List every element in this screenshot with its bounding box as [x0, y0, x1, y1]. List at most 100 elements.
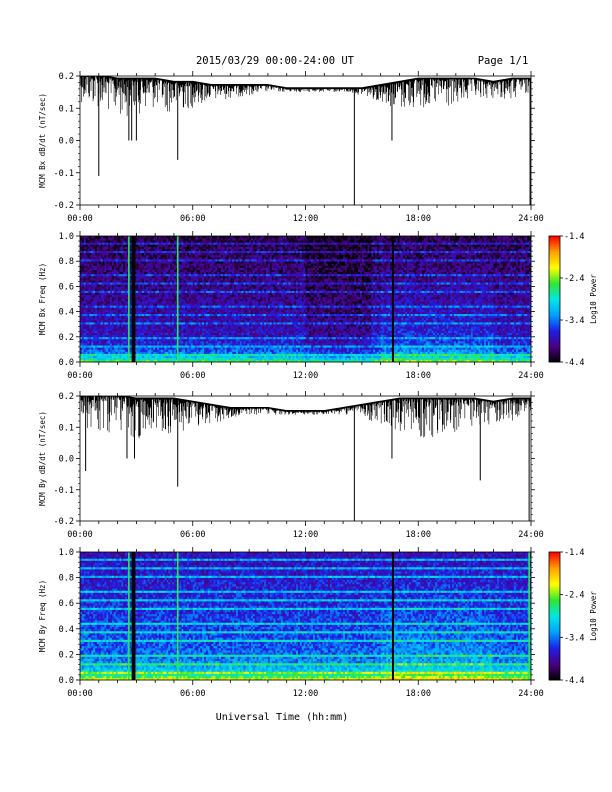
spectrogram-cell: [168, 336, 171, 340]
spectrogram-cell: [314, 336, 318, 340]
spectrogram-cell: [341, 326, 344, 329]
spectrogram-cell: [499, 320, 502, 323]
spectrogram-cell: [104, 317, 107, 321]
spectrogram-cell: [427, 345, 430, 348]
spectrogram-cell: [234, 355, 237, 359]
spectrogram-cell: [228, 353, 231, 356]
spectrogram-cell: [499, 324, 502, 327]
spectrogram-cell: [346, 343, 350, 346]
spectrogram-cell: [474, 343, 477, 346]
spectrogram-cell: [260, 338, 263, 342]
spectrogram-cell: [211, 357, 214, 361]
spectrogram-cell: [247, 347, 250, 350]
spectrogram-cell: [517, 324, 521, 327]
spectrogram-cell: [525, 326, 528, 329]
spectrogram-cell: [519, 357, 522, 361]
spectrogram-cell: [463, 320, 466, 323]
spectrogram-cell: [202, 332, 205, 335]
spectrogram-cell: [258, 349, 261, 352]
spectrogram-cell: [290, 326, 293, 329]
spectrogram-cell: [328, 330, 331, 333]
spectrogram-cell: [375, 338, 378, 342]
spectrogram-cell: [418, 351, 421, 354]
spectrogram-cell: [234, 336, 237, 340]
spectrogram-cell: [170, 326, 173, 329]
spectrogram-cell: [241, 336, 244, 340]
spectrogram-cell: [523, 359, 526, 363]
spectrogram-cell: [314, 334, 318, 338]
spectrogram-cell: [288, 320, 291, 323]
spectrogram-cell: [465, 336, 468, 340]
spectrogram-cell: [474, 328, 477, 331]
spectrogram-cell: [235, 353, 239, 356]
spectrogram-cell: [147, 345, 150, 348]
spectrogram-cell: [437, 343, 440, 346]
spectrogram-cell: [256, 320, 259, 323]
spectrogram-cell: [264, 326, 267, 329]
spectrogram-cell: [286, 341, 289, 344]
spectrogram-cell: [254, 338, 257, 342]
spectrogram-cell: [444, 336, 447, 340]
spectrogram-cell: [331, 347, 334, 350]
spectrogram-cell: [354, 349, 357, 352]
spectrogram-cell: [474, 353, 477, 356]
spectrogram-cell: [489, 336, 492, 340]
spectrogram-cell: [89, 347, 92, 350]
spectrogram-cell: [294, 345, 297, 348]
spectrogram-cell: [249, 355, 252, 359]
spectrogram-cell: [453, 334, 457, 338]
spectrogram-cell: [100, 338, 103, 342]
spectrogram-cell: [204, 343, 207, 346]
spectrogram-cell: [350, 341, 353, 344]
spectrogram-cell: [281, 322, 284, 325]
spectrogram-cell: [360, 359, 363, 363]
spectrogram-cell: [395, 351, 398, 354]
spectrogram-cell: [437, 338, 440, 342]
spectrogram-cell: [497, 328, 500, 331]
spectrogram-cell: [279, 349, 282, 352]
spectrogram-cell: [388, 338, 391, 342]
spectrogram-cell: [478, 351, 481, 354]
spectrogram-cell: [382, 320, 385, 323]
spectrogram-cell: [504, 324, 507, 327]
spectrogram-cell: [487, 357, 490, 361]
spectrogram-cell: [453, 322, 457, 325]
spectrogram-cell: [414, 353, 417, 356]
spectrogram-cell: [448, 345, 451, 348]
spectrogram-cell: [281, 355, 284, 359]
spectrogram-cell: [493, 353, 496, 356]
spectrogram-cell: [213, 326, 216, 329]
spectrogram-cell: [252, 343, 256, 346]
spectrogram-cell: [222, 336, 225, 340]
spectrogram-cell: [318, 357, 321, 361]
spectrogram-cell: [296, 359, 299, 363]
spectrogram-cell: [172, 341, 175, 344]
spectrogram-cell: [230, 355, 233, 359]
spectrogram-cell: [142, 357, 145, 361]
spectrogram-cell: [157, 334, 160, 338]
spectrogram-cell: [157, 343, 160, 346]
spectrogram-cell: [442, 345, 445, 348]
spectrogram-cell: [205, 347, 209, 350]
spectrogram-cell: [164, 320, 167, 323]
spectrogram-cell: [309, 336, 312, 340]
spectrogram-cell: [408, 353, 412, 356]
spectrogram-cell: [185, 320, 188, 323]
spectrogram-cell: [324, 320, 327, 323]
spectrogram-cell: [297, 330, 301, 333]
spectrogram-cell: [260, 326, 263, 329]
spectrogram-cell: [179, 359, 182, 363]
spectrogram-cell: [514, 353, 517, 356]
spectrogram-cell: [241, 357, 244, 361]
spectrogram-cell: [245, 330, 248, 333]
spectrogram-cell: [301, 320, 304, 323]
spectrogram-cell: [485, 328, 489, 331]
spectrogram-cell: [247, 330, 250, 333]
spectrogram-cell: [358, 341, 361, 344]
spectrogram-cell: [230, 328, 233, 331]
spectrogram-cell: [371, 322, 374, 325]
spectrogram-cell: [446, 347, 449, 350]
spectrogram-cell: [529, 330, 532, 333]
spectrogram-cell: [457, 328, 460, 331]
spectrogram-cell: [281, 320, 284, 323]
